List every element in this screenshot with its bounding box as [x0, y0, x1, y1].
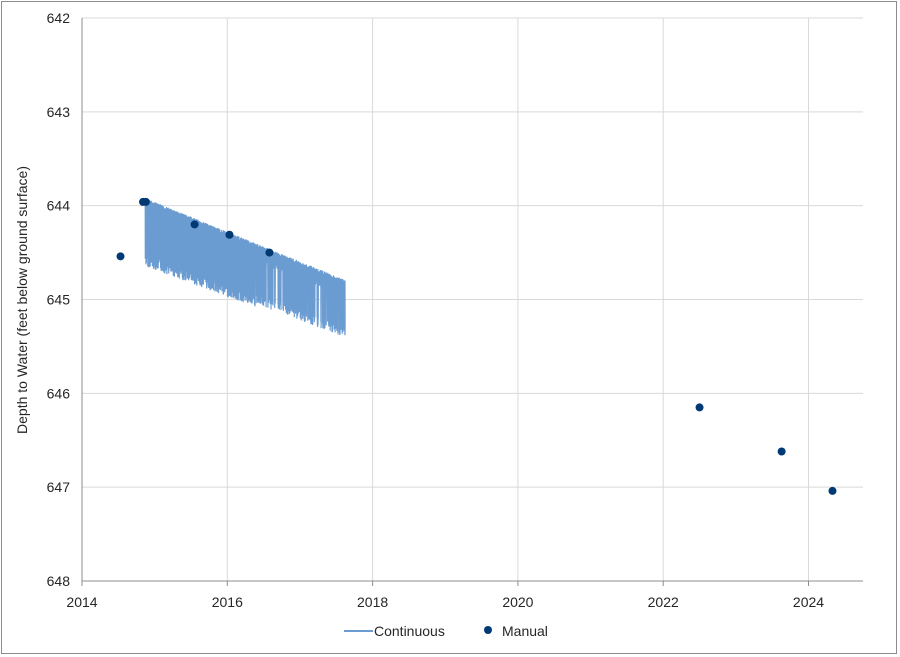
grid-lines — [81, 17, 863, 582]
legend-continuous-label: Continuous — [374, 623, 445, 639]
y-tick-labels: 642 643 644 645 646 647 648 — [47, 10, 71, 589]
x-tick-label: 2020 — [502, 594, 533, 610]
continuous-series — [144, 198, 346, 336]
manual-point — [265, 248, 274, 257]
y-tick-label: 643 — [47, 104, 71, 120]
manual-point — [777, 447, 786, 456]
manual-point — [225, 230, 234, 239]
x-tick-label: 2022 — [648, 594, 679, 610]
manual-point — [141, 197, 150, 206]
y-tick-label: 647 — [47, 479, 71, 495]
manual-point — [828, 486, 837, 495]
y-axis-label: Depth to Water (feet below ground surfac… — [14, 166, 30, 434]
y-tick-label: 644 — [47, 198, 71, 214]
x-tick-labels: 2014 2016 2018 2020 2022 2024 — [66, 594, 824, 610]
manual-point — [190, 220, 199, 229]
manual-point — [116, 252, 125, 261]
manual-point — [695, 403, 704, 412]
x-tick-label: 2024 — [793, 594, 824, 610]
continuous-trace — [144, 198, 346, 336]
axes — [81, 18, 863, 586]
x-tick-label: 2016 — [212, 594, 243, 610]
y-tick-label: 648 — [47, 573, 71, 589]
y-tick-label: 646 — [47, 385, 71, 401]
legend-manual-marker — [484, 626, 492, 634]
legend-manual-label: Manual — [502, 623, 548, 639]
y-tick-label: 642 — [47, 10, 71, 26]
x-tick-label: 2014 — [66, 594, 97, 610]
manual-series — [116, 197, 837, 495]
x-tick-label: 2018 — [357, 594, 388, 610]
y-tick-label: 645 — [47, 292, 71, 308]
legend: Continuous Manual — [344, 623, 548, 639]
